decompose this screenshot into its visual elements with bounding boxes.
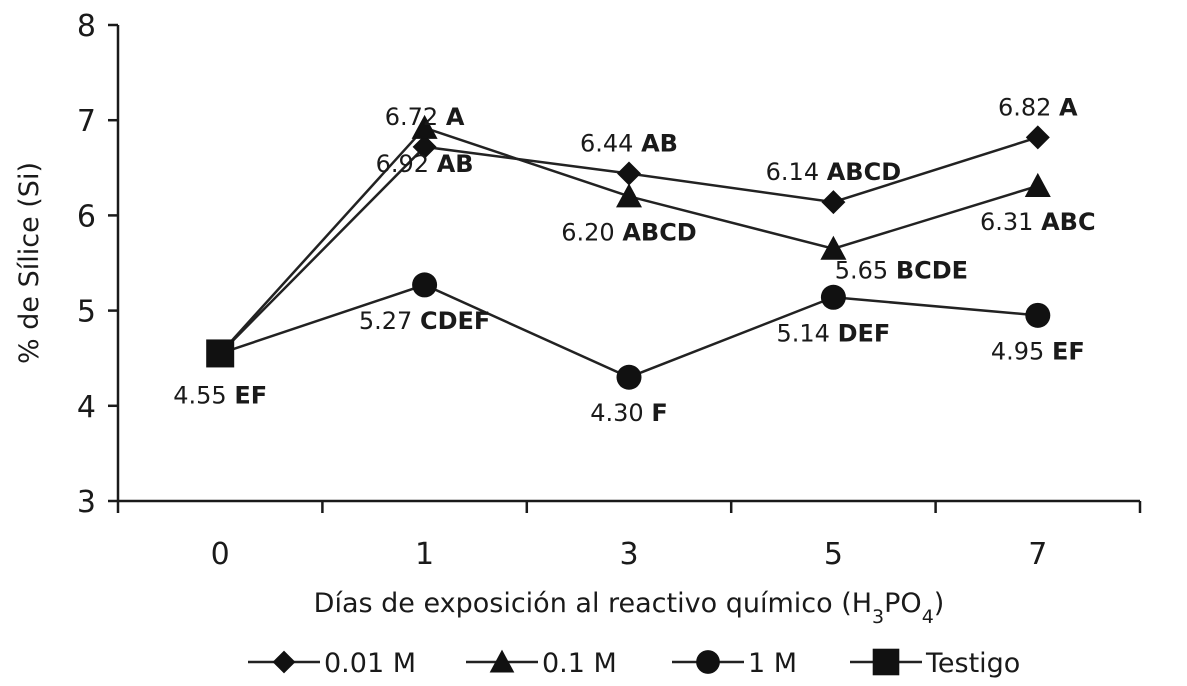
data-point-testigo <box>206 339 235 368</box>
data-label: 5.65 BCDE <box>835 257 968 285</box>
data-label-value: 6.31 <box>980 208 1041 236</box>
data-label-value: 4.30 <box>590 399 651 427</box>
legend-label-0-1-m: 0.1 M <box>542 648 617 679</box>
y-tick-label: 7 <box>77 104 96 139</box>
data-label-group: ABC <box>1041 208 1095 236</box>
y-tick-label: 4 <box>77 390 96 425</box>
data-label-value: 6.44 <box>580 130 641 158</box>
ticks: 3 4 5 6 7 8 0 1 3 5 7 <box>77 9 1142 572</box>
y-tick-label: 5 <box>77 295 96 330</box>
data-point-1-m <box>820 284 846 310</box>
x-title-end: ) <box>934 588 945 619</box>
y-tick-label: 8 <box>77 9 96 44</box>
data-point-0-01-m <box>617 161 641 186</box>
y-tick-label: 6 <box>77 199 96 234</box>
data-label: 6.72 A <box>385 103 465 131</box>
data-label-value: 6.20 <box>561 218 622 246</box>
x-tick-label: 3 <box>619 537 638 572</box>
data-label: 6.14 ABCD <box>766 158 901 186</box>
x-title-sub2: 4 <box>922 606 934 628</box>
y-axis-title: % de Sílice (Si) <box>14 162 45 364</box>
x-axis-title: Días de exposición al reactivo químico (… <box>314 588 945 628</box>
legend-marker-0-1-m <box>489 649 515 673</box>
data-point-0-01-m <box>821 190 846 215</box>
data-point-0-01-m <box>1025 125 1050 150</box>
data-point-0-1-m <box>411 114 438 139</box>
data-label-value: 6.72 <box>385 103 446 131</box>
data-label-group: ABCD <box>827 158 901 186</box>
data-point-0-1-m <box>820 235 847 260</box>
data-label-group: DEF <box>838 319 891 347</box>
data-label: 5.27 CDEF <box>359 307 490 335</box>
data-label: 4.30 F <box>590 399 667 427</box>
data-point-1-m <box>412 272 438 298</box>
x-tick-label: 1 <box>415 537 434 572</box>
data-point-0-1-m <box>1024 172 1051 197</box>
legend-marker-0-01-m <box>272 650 296 674</box>
legend: 0.01 M 0.1 M 1 M Testigo <box>248 648 1020 679</box>
data-label: 5.14 DEF <box>777 319 891 347</box>
data-label-group: EF <box>234 381 267 409</box>
data-label-group: AB <box>641 130 678 158</box>
data-label: 6.20 ABCD <box>561 218 696 246</box>
data-point-1-m <box>616 364 642 390</box>
data-label-value: 5.14 <box>777 319 838 347</box>
data-label: 4.55 EF <box>173 381 267 409</box>
data-label-value: 4.95 <box>991 337 1052 365</box>
data-label-value: 6.14 <box>766 158 827 186</box>
data-label-value: 5.65 <box>835 257 896 285</box>
data-label-group: BCDE <box>896 257 968 285</box>
legend-label-0-01-m: 0.01 M <box>324 648 416 679</box>
data-label-group: F <box>651 399 667 427</box>
markers <box>206 114 1051 390</box>
data-label-group: ABCD <box>622 218 696 246</box>
data-point-1-m <box>1025 302 1051 328</box>
data-label-value: 6.92 <box>376 150 437 178</box>
data-labels: 6.72 A 6.44 AB 6.14 ABCD 6.82 A 6.92 AB 6.20 … <box>173 93 1095 427</box>
legend-label-1-m: 1 M <box>748 648 797 679</box>
x-tick-label: 0 <box>211 537 230 572</box>
axes <box>116 25 1140 503</box>
data-label-group: AB <box>437 150 474 178</box>
data-label-value: 6.82 <box>998 93 1059 121</box>
data-label-group: CDEF <box>420 307 490 335</box>
data-label: 6.92 AB <box>376 150 474 178</box>
data-label-group: A <box>446 103 465 131</box>
legend-marker-testigo <box>872 648 900 676</box>
data-point-0-1-m <box>616 183 642 208</box>
x-title-mid: PO <box>884 588 922 619</box>
data-label: 6.31 ABC <box>980 208 1096 236</box>
x-tick-label: 7 <box>1028 537 1047 572</box>
x-title-main: Días de exposición al reactivo químico (… <box>314 588 872 619</box>
data-label-value: 4.55 <box>173 381 234 409</box>
x-tick-label: 5 <box>824 537 843 572</box>
legend-label-testigo: Testigo <box>925 648 1020 679</box>
data-label-value: 5.27 <box>359 307 420 335</box>
data-point-0-01-m <box>412 134 437 159</box>
data-label-group: EF <box>1052 337 1085 365</box>
data-label: 6.82 A <box>998 93 1078 121</box>
legend-marker-1-m <box>696 650 720 674</box>
data-label: 4.95 EF <box>991 337 1085 365</box>
series-line-1-m <box>219 283 1038 379</box>
x-title-sub1: 3 <box>872 606 884 628</box>
data-label: 6.44 AB <box>580 130 678 158</box>
y-tick-label: 3 <box>77 485 96 520</box>
data-label-group: A <box>1059 93 1078 121</box>
